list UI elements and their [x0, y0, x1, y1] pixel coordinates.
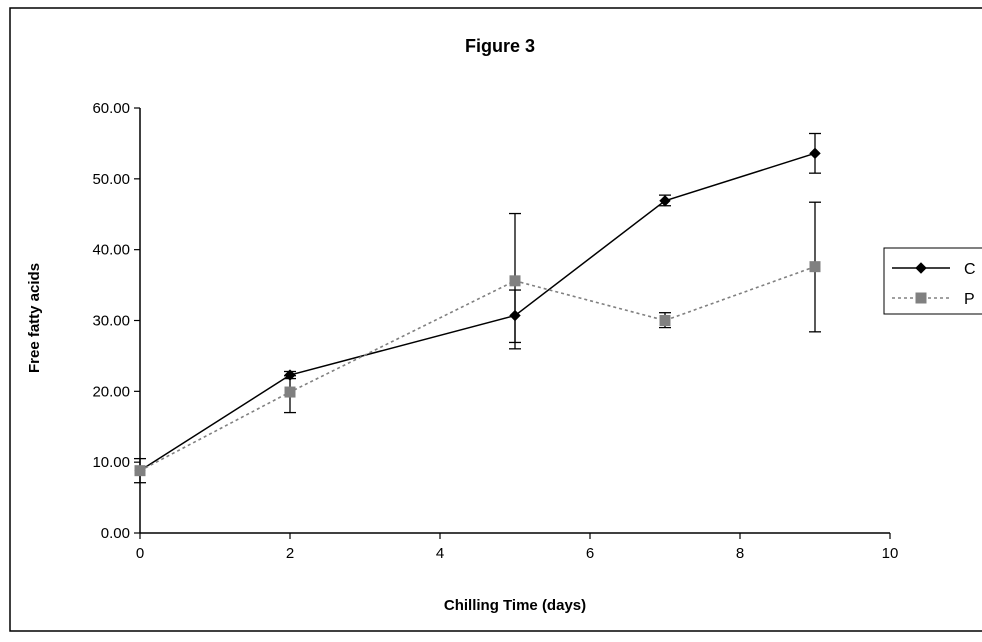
- chart-area-border: [9, 7, 982, 632]
- data-point-c: [659, 195, 671, 207]
- y-tick-label: 60.00: [92, 100, 130, 117]
- legend-label-p: P: [964, 291, 975, 308]
- data-point-p: [134, 465, 146, 477]
- legend-marker-p: [915, 292, 927, 304]
- x-axis-label: Chilling Time (days): [444, 597, 586, 614]
- legend: CP: [883, 247, 982, 315]
- chart-title: Figure 3: [465, 36, 535, 56]
- legend-marker-c: [915, 262, 927, 274]
- y-tick-label: 0.00: [101, 525, 130, 542]
- axes: 0.00 10.00 20.00 30.00 40.00 50.00 60.00 0 2 4 6 8 1…: [92, 100, 898, 562]
- data-point-p: [659, 315, 671, 326]
- series-layer: [134, 132, 821, 484]
- data-point-p: [809, 261, 821, 273]
- y-tick-label: 40.00: [92, 242, 130, 259]
- x-tick-label: 10: [882, 545, 899, 562]
- legend-box: [883, 247, 982, 315]
- x-tick-label: 6: [586, 545, 594, 562]
- x-tick-label: 2: [286, 545, 294, 562]
- y-tick-label: 50.00: [92, 171, 130, 188]
- legend-label-c: C: [964, 261, 976, 278]
- y-tick-label: 30.00: [92, 313, 130, 330]
- y-axis-label: Free fatty acids: [26, 263, 43, 373]
- data-point-c: [809, 147, 821, 160]
- data-point-p: [284, 386, 296, 398]
- x-tick-label: 4: [436, 545, 444, 562]
- y-tick-label: 20.00: [92, 383, 130, 400]
- x-tick-label: 0: [136, 545, 144, 562]
- y-tick-label: 10.00: [92, 454, 130, 471]
- data-point-p: [509, 275, 521, 287]
- series-p: [134, 201, 821, 477]
- x-tick-label: 8: [736, 545, 744, 562]
